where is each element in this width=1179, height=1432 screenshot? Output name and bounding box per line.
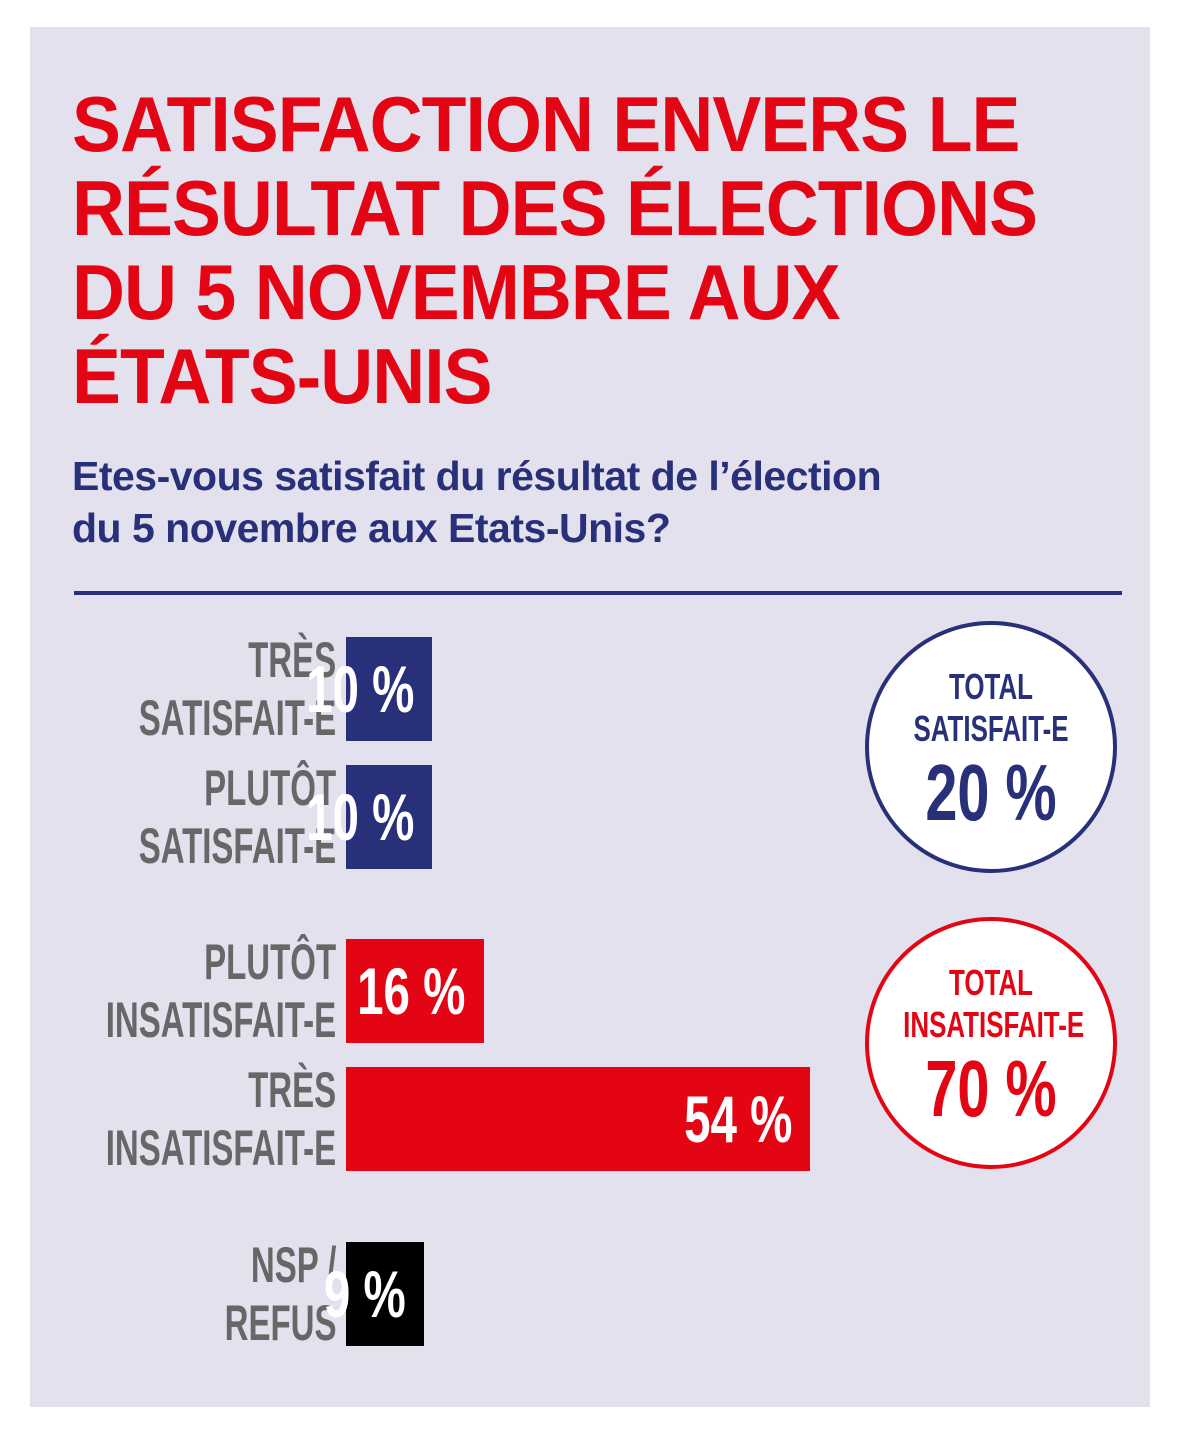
bar-satisfied: 10 % [306, 765, 432, 869]
category-label-line: TRÈS [247, 1062, 336, 1118]
bar-satisfied: 10 % [306, 637, 432, 741]
category-label-line: PLUTÔT [204, 760, 336, 816]
category-label-line: REFUS [224, 1295, 336, 1351]
chart-title: SATISFACTION ENVERS LE RÉSULTAT DES ÉLEC… [72, 80, 1038, 420]
bar-value-label: 10 % [305, 652, 414, 726]
bar-dissatisfied: 16 % [346, 939, 484, 1043]
question-line: Etes-vous satisfait du résultat de l’éle… [72, 453, 882, 499]
title-line: DU 5 NOVEMBRE AUX [72, 248, 841, 336]
category-label-line: SATISFAIT-E [138, 690, 336, 746]
bar-value-label: 54 % [684, 1082, 793, 1156]
total-label-line: TOTAL [949, 962, 1033, 1003]
category-label: TRÈS INSATISFAIT-E [106, 1061, 336, 1177]
divider-rule [74, 591, 1122, 595]
title-line: RÉSULTAT DES ÉLECTIONS [72, 164, 1038, 252]
survey-question: Etes-vous satisfait du résultat de l’éle… [72, 450, 882, 554]
category-label-line: TRÈS [247, 632, 336, 688]
category-label: PLUTÔT SATISFAIT-E [139, 759, 336, 875]
category-label-line: INSATISFAIT-E [105, 1120, 336, 1176]
bar-value-label: 9 % [324, 1257, 406, 1331]
title-line: ÉTATS-UNIS [72, 332, 493, 420]
question-line: du 5 novembre aux Etats-Unis? [72, 505, 671, 551]
total-badge-satisfied: TOTAL SATISFAIT-E 20 % [865, 621, 1117, 873]
total-label-line: INSATISFAIT-E [903, 1004, 1085, 1045]
category-label: NSP / REFUS [224, 1236, 336, 1352]
category-label-line: NSP / [250, 1237, 336, 1293]
total-value: 70 % [925, 1044, 1057, 1133]
bar-value-label: 10 % [305, 780, 414, 854]
category-label: TRÈS SATISFAIT-E [139, 631, 336, 747]
infographic-panel: SATISFACTION ENVERS LE RÉSULTAT DES ÉLEC… [30, 27, 1150, 1407]
category-label-line: PLUTÔT [204, 934, 336, 990]
category-label-line: INSATISFAIT-E [105, 992, 336, 1048]
total-badge-dissatisfied: TOTAL INSATISFAIT-E 70 % [865, 917, 1117, 1169]
bar-no_answer: 9 % [324, 1242, 424, 1346]
total-label-line: TOTAL [949, 666, 1033, 707]
title-line: SATISFACTION ENVERS LE [72, 80, 1020, 168]
bar-dissatisfied: 54 % [346, 1067, 811, 1171]
total-label-line: SATISFAIT-E [913, 708, 1069, 749]
category-label: PLUTÔT INSATISFAIT-E [106, 933, 336, 1049]
category-label-line: SATISFAIT-E [138, 818, 336, 874]
bar-value-label: 16 % [357, 954, 466, 1028]
total-value: 20 % [925, 748, 1057, 837]
